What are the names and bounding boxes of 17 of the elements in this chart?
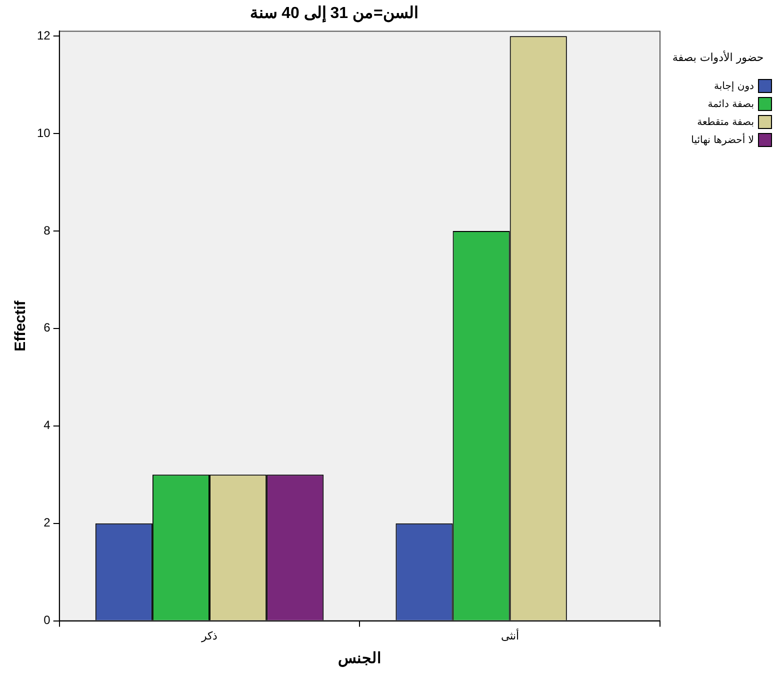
y-tick-label: 8: [44, 223, 51, 238]
legend-label: دون إجابة: [714, 80, 754, 92]
y-tick-label: 0: [44, 613, 51, 628]
legend-label: لا أحضرها نهائيا: [691, 134, 754, 146]
y-tick-label: 6: [44, 320, 51, 335]
y-tick-label: 4: [44, 418, 51, 432]
legend-label: بصفة دائمة: [708, 98, 754, 110]
x-axis-title: الجنس: [338, 650, 382, 668]
y-axis-title: Effectif: [12, 300, 30, 352]
y-tick-label: 12: [36, 28, 51, 42]
x-tick-label: أنثى: [500, 628, 519, 642]
legend-label: بصفة متقطعة: [697, 116, 754, 128]
x-tick-label: ذكر: [200, 630, 218, 642]
y-tick-label: 10: [36, 126, 51, 140]
chart-title: السن=من 31 إلى 40 سنة: [250, 5, 418, 24]
legend-title: حضور الأدوات بصفة: [671, 50, 765, 65]
y-tick-label: 2: [44, 516, 51, 530]
